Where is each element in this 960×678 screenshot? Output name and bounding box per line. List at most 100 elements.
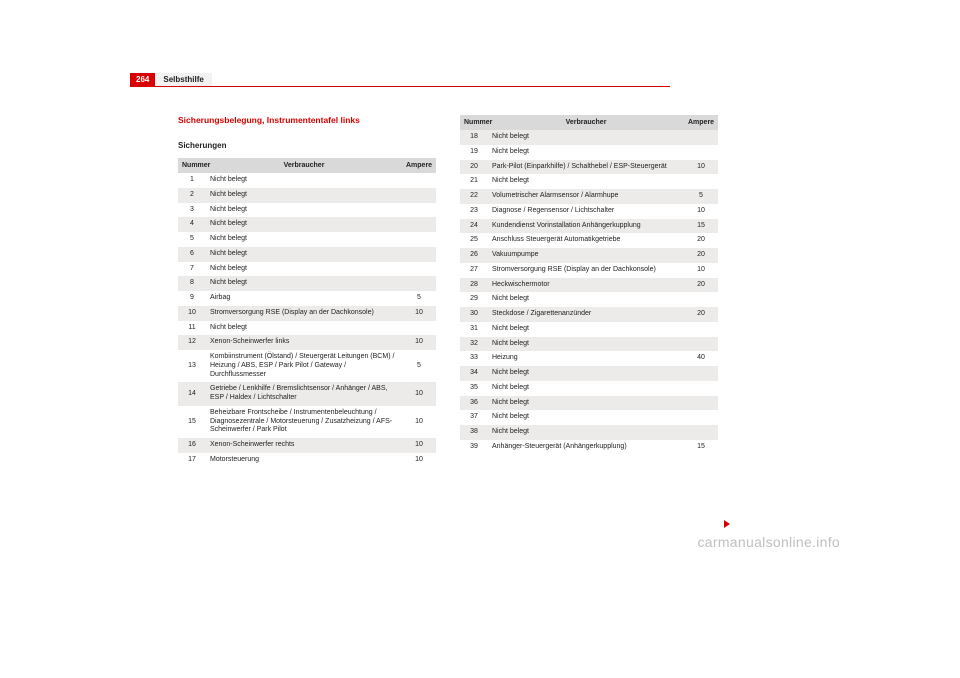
cell-ver: Beheizbare Frontscheibe / Instrumentenbe… <box>206 406 402 438</box>
cell-num: 22 <box>460 189 488 204</box>
cell-ver: Anschluss Steuergerät Automatikgetriebe <box>488 233 684 248</box>
cell-ver: Nicht belegt <box>206 232 402 247</box>
cell-amp: 10 <box>402 453 436 468</box>
cell-amp <box>402 217 436 232</box>
content: Sicherungsbelegung, Instrumententafel li… <box>178 115 718 468</box>
watermark: carmanualsonline.info <box>698 534 841 550</box>
table-row: 33Heizung40 <box>460 351 718 366</box>
cell-amp: 5 <box>402 291 436 306</box>
table-row: 26Vakuumpumpe20 <box>460 248 718 263</box>
cell-ver: Nicht belegt <box>206 173 402 188</box>
table-row: 39Anhänger-Steuergerät (Anhängerkupplung… <box>460 440 718 455</box>
cell-num: 17 <box>178 453 206 468</box>
table-row: 27Stromversorgung RSE (Display an der Da… <box>460 263 718 278</box>
table-row: 7Nicht belegt <box>178 262 436 277</box>
cell-amp <box>402 203 436 218</box>
cell-num: 23 <box>460 204 488 219</box>
table-row: 29Nicht belegt <box>460 292 718 307</box>
cell-amp: 10 <box>402 406 436 438</box>
table-row: 9Airbag5 <box>178 291 436 306</box>
cell-num: 4 <box>178 217 206 232</box>
cell-ver: Nicht belegt <box>488 410 684 425</box>
cell-num: 33 <box>460 351 488 366</box>
table-row: 1Nicht belegt <box>178 173 436 188</box>
right-column: Nummer Verbraucher Ampere 18Nicht belegt… <box>460 115 718 468</box>
cell-num: 25 <box>460 233 488 248</box>
cell-amp: 20 <box>684 307 718 322</box>
cell-num: 37 <box>460 410 488 425</box>
cell-ver: Stromversorgung RSE (Display an der Dach… <box>488 263 684 278</box>
table-row: 15Beheizbare Frontscheibe / Instrumenten… <box>178 406 436 438</box>
cell-amp: 5 <box>402 350 436 382</box>
table-row: 19Nicht belegt <box>460 145 718 160</box>
cell-amp: 5 <box>684 189 718 204</box>
cell-ver: Nicht belegt <box>206 203 402 218</box>
cell-num: 7 <box>178 262 206 277</box>
cell-ver: Heizung <box>488 351 684 366</box>
cell-ver: Kundendienst Vorinstallation Anhängerkup… <box>488 219 684 234</box>
cell-amp <box>684 174 718 189</box>
table-row: 35Nicht belegt <box>460 381 718 396</box>
table-row: 5Nicht belegt <box>178 232 436 247</box>
section-label: Selbsthilfe <box>155 73 211 86</box>
cell-num: 21 <box>460 174 488 189</box>
page-title: Sicherungsbelegung, Instrumententafel li… <box>178 115 436 125</box>
table-row: 2Nicht belegt <box>178 188 436 203</box>
table-row: 13Kombiinstrument (Ölstand) / Steuergerä… <box>178 350 436 382</box>
cell-num: 12 <box>178 335 206 350</box>
table-row: 17Motorsteuerung10 <box>178 453 436 468</box>
continue-icon <box>724 520 730 528</box>
table-row: 14Getriebe / Lenkhilfe / Bremslichtsenso… <box>178 382 436 406</box>
cell-ver: Nicht belegt <box>488 381 684 396</box>
table-row: 12Xenon-Scheinwerfer links10 <box>178 335 436 350</box>
cell-num: 31 <box>460 322 488 337</box>
col-header-amp: Ampere <box>402 158 436 173</box>
cell-ver: Heckwischermotor <box>488 278 684 293</box>
cell-num: 8 <box>178 276 206 291</box>
cell-amp: 10 <box>402 306 436 321</box>
cell-ver: Nicht belegt <box>488 130 684 145</box>
cell-amp: 10 <box>402 438 436 453</box>
cell-ver: Vakuumpumpe <box>488 248 684 263</box>
table-row: 23Diagnose / Regensensor / Lichtschalter… <box>460 204 718 219</box>
cell-ver: Xenon-Scheinwerfer rechts <box>206 438 402 453</box>
cell-amp <box>684 425 718 440</box>
cell-amp <box>402 247 436 262</box>
cell-ver: Motorsteuerung <box>206 453 402 468</box>
cell-amp: 15 <box>684 440 718 455</box>
fuse-table-left: Nummer Verbraucher Ampere 1Nicht belegt2… <box>178 158 436 468</box>
cell-num: 6 <box>178 247 206 262</box>
table-row: 10Stromversorgung RSE (Display an der Da… <box>178 306 436 321</box>
cell-ver: Volumetrischer Alarmsensor / Alarmhupe <box>488 189 684 204</box>
cell-ver: Nicht belegt <box>206 247 402 262</box>
cell-ver: Nicht belegt <box>488 425 684 440</box>
table-row: 20Park-Pilot (Einparkhilfe) / Schalthebe… <box>460 160 718 175</box>
cell-num: 14 <box>178 382 206 406</box>
cell-num: 9 <box>178 291 206 306</box>
table-row: 38Nicht belegt <box>460 425 718 440</box>
cell-amp <box>402 173 436 188</box>
cell-amp: 10 <box>402 382 436 406</box>
cell-amp <box>684 322 718 337</box>
col-header-ver: Verbraucher <box>488 115 684 130</box>
cell-amp <box>684 396 718 411</box>
cell-ver: Nicht belegt <box>488 174 684 189</box>
table-row: 37Nicht belegt <box>460 410 718 425</box>
cell-ver: Anhänger-Steuergerät (Anhängerkupplung) <box>488 440 684 455</box>
table-row: 3Nicht belegt <box>178 203 436 218</box>
cell-amp: 15 <box>684 219 718 234</box>
cell-amp <box>402 188 436 203</box>
cell-num: 30 <box>460 307 488 322</box>
table-row: 6Nicht belegt <box>178 247 436 262</box>
page-tab: 264 Selbsthilfe <box>130 72 212 86</box>
cell-num: 2 <box>178 188 206 203</box>
cell-num: 34 <box>460 366 488 381</box>
cell-ver: Getriebe / Lenkhilfe / Bremslichtsensor … <box>206 382 402 406</box>
table-row: 32Nicht belegt <box>460 337 718 352</box>
cell-ver: Nicht belegt <box>488 322 684 337</box>
cell-num: 10 <box>178 306 206 321</box>
cell-amp: 20 <box>684 248 718 263</box>
cell-amp <box>684 381 718 396</box>
table-row: 25Anschluss Steuergerät Automatikgetrieb… <box>460 233 718 248</box>
cell-amp: 10 <box>684 263 718 278</box>
